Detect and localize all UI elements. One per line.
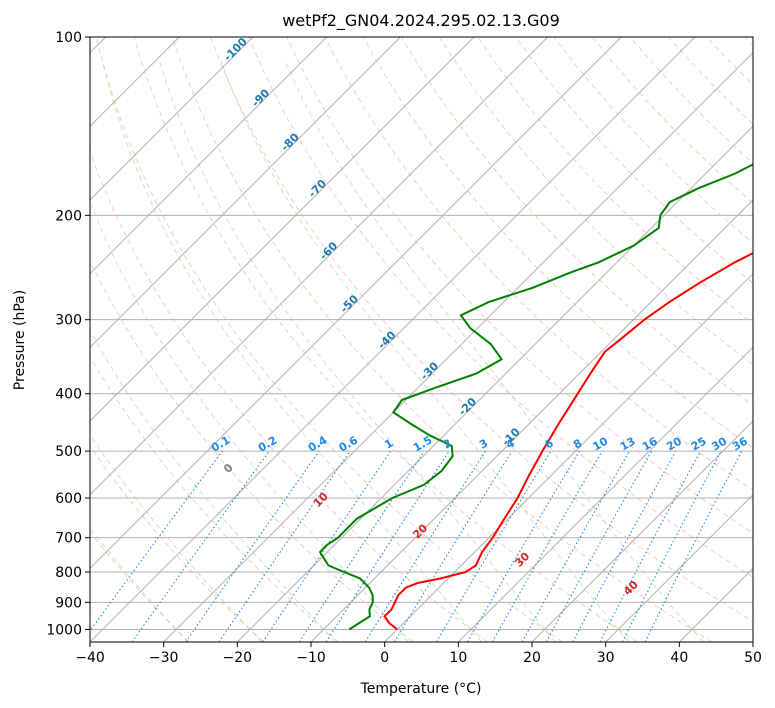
mixing-ratio-line (262, 450, 392, 642)
isotherm-line (90, 37, 696, 642)
dry-adiabat-line (210, 37, 753, 623)
isotherm-label: -80 (279, 130, 302, 153)
dry-adiabat-line (286, 37, 753, 534)
dry-adiabat-line (668, 37, 753, 125)
mixing-ratio-line (572, 450, 677, 642)
x-tick-label: −20 (223, 650, 253, 666)
dry-adiabat-line (553, 37, 753, 244)
mixing-ratio-line (185, 450, 320, 642)
dry-adiabat-line (90, 259, 414, 642)
x-axis-label: Temperature (°C) (360, 681, 482, 697)
mixing-ratio-label: 3 (477, 437, 490, 452)
isotherm-label: -60 (317, 239, 340, 262)
dry-adiabat-line (90, 150, 488, 642)
dry-adiabat-label: 20 (410, 521, 430, 541)
isotherm-label: -50 (338, 292, 361, 315)
isotherm-line (90, 37, 622, 570)
x-tick-label: −30 (149, 650, 179, 666)
isotherm-line (163, 51, 753, 642)
isotherm-line (384, 272, 753, 642)
x-tick-label: −40 (75, 650, 105, 666)
mixing-ratio-line (599, 450, 701, 642)
mixing-ratio-line (521, 450, 630, 642)
x-tick-label: 20 (523, 650, 541, 666)
mixing-ratio-line (545, 450, 653, 642)
isotherm-label: -20 (456, 395, 479, 418)
mixing-ratio-line (393, 450, 513, 642)
moist-adiabat-line (90, 329, 336, 642)
y-tick-label: 300 (55, 313, 82, 329)
plot-frame (89, 36, 754, 643)
isotherm-line (678, 567, 753, 642)
isotherm-line (236, 125, 753, 642)
x-tick-label: 40 (670, 650, 688, 666)
moist-adiabat-line (284, 61, 704, 642)
moist-adiabat-line (220, 61, 630, 642)
y-tick-label: 700 (55, 531, 82, 547)
y-tick-label: 400 (55, 387, 82, 403)
isotherm-line (90, 37, 549, 496)
isotherm-label: -70 (306, 177, 329, 200)
mixing-ratio-line (325, 450, 450, 642)
mixing-ratio-line (298, 450, 425, 642)
moist-adiabat-line (102, 61, 482, 642)
dry-adiabat-line (438, 37, 753, 366)
dry-adiabat-line (248, 37, 753, 578)
mixing-ratio-line (467, 450, 580, 642)
y-tick-label: 1000 (46, 622, 82, 638)
dry-adiabat-label: 30 (512, 549, 532, 569)
moist-adiabat-line (90, 200, 409, 642)
mixing-ratio-line (644, 450, 743, 642)
chart-title: wetPf2_GN04.2024.295.02.13.G09 (282, 11, 560, 31)
y-axis-label: Pressure (hPa) (12, 290, 28, 390)
y-tick-label: 100 (55, 30, 82, 46)
dry-adiabat-line (706, 37, 753, 86)
isotherm-line (90, 37, 254, 201)
x-tick-label: 10 (449, 650, 467, 666)
moist-adiabat-line (90, 433, 263, 642)
x-tick-label: 0 (380, 650, 389, 666)
isotherm-line (457, 346, 753, 642)
mixing-ratio-line (435, 450, 552, 642)
mixing-ratio-line (131, 450, 270, 642)
dry-adiabat-line (90, 356, 339, 642)
dry-adiabat-line (400, 37, 753, 407)
x-tick-label: 30 (597, 650, 615, 666)
x-tick-label: 50 (744, 650, 762, 666)
y-tick-label: 500 (55, 444, 82, 460)
x-tick-label: −10 (296, 650, 326, 666)
isotherm-label: -40 (375, 328, 398, 351)
dewpoint-profile (318, 163, 753, 631)
dry-adiabat-line (133, 37, 638, 642)
dry-adiabat-line (171, 37, 712, 642)
mixing-ratio-line (90, 450, 223, 632)
mixing-ratio-line (218, 450, 351, 642)
dry-adiabat-line (744, 37, 753, 47)
dry-adiabat-line (95, 37, 563, 642)
isotherm-line (605, 493, 753, 642)
dry-adiabat-line (90, 445, 264, 642)
isotherm-line (752, 641, 753, 642)
isotherm-line (90, 37, 475, 422)
dry-adiabat-line (90, 531, 190, 642)
isotherm-line (90, 37, 328, 275)
isotherm-label: -100 (221, 35, 250, 64)
isotherm-label: -90 (249, 86, 272, 109)
y-tick-label: 900 (55, 595, 82, 611)
isotherm-line (90, 37, 401, 349)
y-tick-label: 600 (55, 491, 82, 507)
isotherm-line (531, 420, 753, 642)
moist-adiabat-line (159, 61, 556, 642)
y-tick-label: 800 (55, 565, 82, 581)
dry-adiabat-line (515, 37, 753, 284)
y-tick-label: 200 (55, 208, 82, 224)
temperature-profile (383, 252, 753, 631)
